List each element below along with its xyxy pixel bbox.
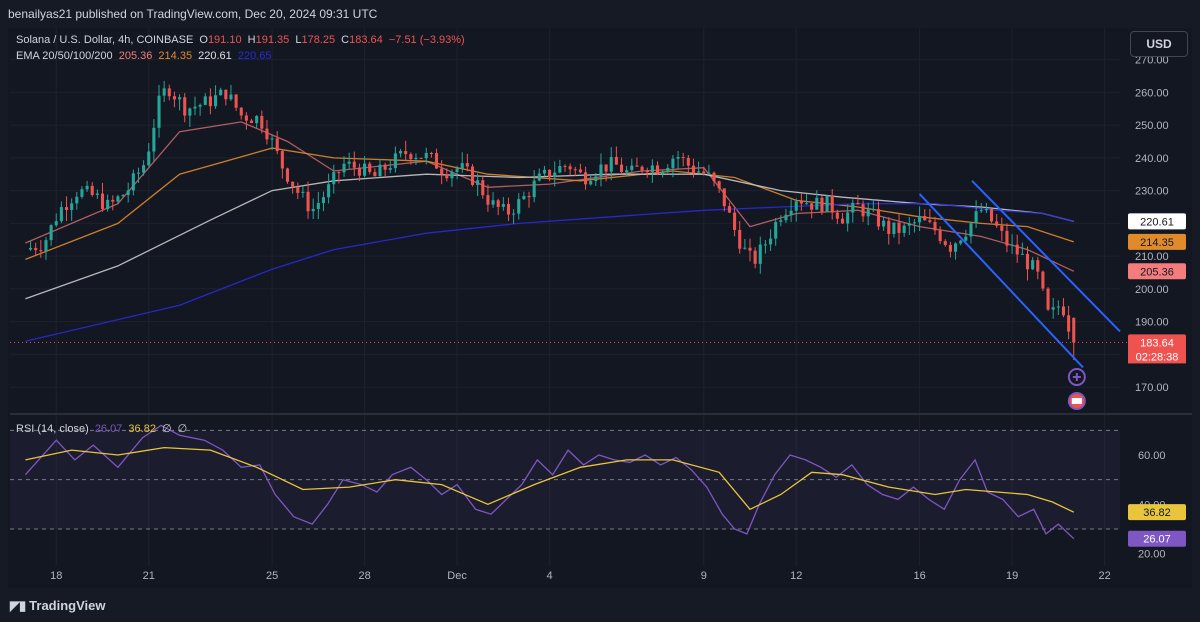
tradingview-logo-icon: ◤▮ — [10, 598, 26, 613]
bottom-bar — [0, 588, 1200, 622]
publisher-line: benailyas21 published on TradingView.com… — [8, 7, 378, 21]
top-bar: benailyas21 published on TradingView.com… — [0, 0, 1200, 28]
rsi-null-1: ∅ — [162, 423, 172, 435]
currency-button[interactable]: USD — [1130, 31, 1188, 57]
ema50-value: 214.35 — [158, 50, 193, 62]
ohlc-high: H191.35 — [247, 34, 290, 46]
tradingview-logo[interactable]: ◤▮ TradingView — [10, 598, 106, 614]
symbol-title: Solana / U.S. Dollar, 4h, COINBASE — [16, 34, 194, 46]
rsi-value: 26.07 — [94, 423, 123, 435]
rsi-legend[interactable]: RSI (14, close) 26.07 36.82 ∅ ∅ — [16, 422, 190, 435]
brand-label: TradingView — [29, 598, 106, 613]
chart-frame[interactable] — [8, 28, 1192, 588]
ema-label: EMA 20/50/100/200 — [16, 50, 113, 62]
price-change: −7.51 (−3.93%) — [388, 34, 465, 46]
ema200-value: 220.65 — [237, 50, 272, 62]
ohlc-low: L178.25 — [295, 34, 336, 46]
rsi-label: RSI (14, close) — [16, 423, 89, 435]
symbol-legend[interactable]: Solana / U.S. Dollar, 4h, COINBASE O191.… — [16, 34, 468, 46]
ema-legend[interactable]: EMA 20/50/100/200 205.36 214.35 220.61 2… — [16, 50, 275, 62]
ema20-value: 205.36 — [118, 50, 153, 62]
ema100-value: 220.61 — [198, 50, 232, 62]
ohlc-open: O191.35191.10 — [199, 34, 242, 46]
rsi-null-2: ∅ — [177, 423, 188, 435]
ohlc-close: C183.64 — [341, 34, 383, 46]
rsi-ma-value: 36.82 — [128, 423, 156, 435]
